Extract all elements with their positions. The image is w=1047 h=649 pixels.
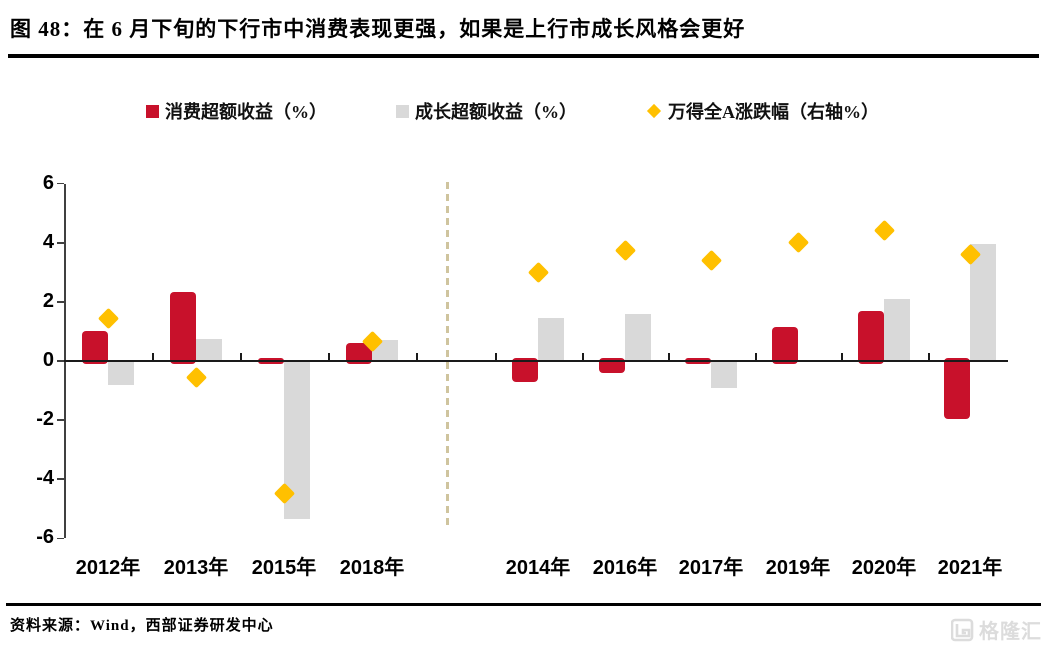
y-axis-label: -4 bbox=[36, 467, 54, 490]
x-axis-label: 2019年 bbox=[765, 557, 831, 579]
y-axis-tick bbox=[57, 360, 64, 362]
x-axis-label: 2015年 bbox=[251, 557, 317, 579]
y-axis-label: 6 bbox=[42, 171, 54, 194]
y-axis-label: -6 bbox=[36, 526, 54, 549]
bar-consumption bbox=[772, 327, 798, 364]
title-divider bbox=[8, 54, 1039, 58]
x-axis-tick bbox=[240, 353, 242, 361]
bar-growth bbox=[711, 361, 737, 388]
marker-windA bbox=[787, 232, 809, 254]
x-axis-line bbox=[64, 360, 1008, 362]
x-axis-label: 2014年 bbox=[505, 557, 571, 579]
figure-title: 图 48：在 6 月下旬的下行市中消费表现更强，如果是上行市成长风格会更好 bbox=[10, 17, 746, 41]
y-axis-tick bbox=[57, 242, 64, 244]
x-axis-tick bbox=[328, 353, 330, 361]
bar-consumption bbox=[82, 331, 108, 364]
x-axis-tick bbox=[495, 353, 497, 361]
bar-growth bbox=[625, 313, 651, 361]
bar-growth bbox=[196, 338, 222, 361]
watermark-text: 格隆汇 bbox=[979, 621, 1042, 643]
legend-label-growth: 成长超额收益（%） bbox=[415, 102, 577, 122]
legend-item-growth: 成长超额收益（%） bbox=[396, 98, 577, 124]
legend-item-consumption: 消费超额收益（%） bbox=[146, 98, 327, 124]
legend-label-windA: 万得全A涨跌幅（右轴%） bbox=[668, 102, 879, 122]
x-axis-tick bbox=[416, 353, 418, 361]
gray-square-icon bbox=[396, 104, 409, 118]
x-axis-label: 2020年 bbox=[851, 557, 917, 579]
bar-growth bbox=[538, 318, 564, 361]
y-axis-tick bbox=[57, 478, 64, 480]
y-axis-label: 0 bbox=[42, 349, 54, 371]
y-axis-label: 4 bbox=[42, 230, 54, 253]
y-axis-tick bbox=[57, 537, 64, 540]
bar-growth bbox=[108, 361, 134, 385]
x-axis-tick bbox=[755, 353, 757, 361]
x-axis-tick bbox=[928, 353, 930, 361]
gelonghui-icon bbox=[951, 618, 974, 641]
x-axis-label: 2016年 bbox=[592, 557, 658, 579]
bar-consumption bbox=[346, 343, 372, 364]
marker-windA bbox=[873, 220, 895, 242]
y-axis-label: 2 bbox=[42, 289, 54, 312]
x-axis-label: 2021年 bbox=[937, 557, 1003, 579]
x-axis-label: 2012年 bbox=[75, 557, 141, 579]
bar-consumption bbox=[944, 358, 970, 419]
legend: 消费超额收益（%） 成长超额收益（%） 万得全A涨跌幅（右轴%） bbox=[0, 98, 1047, 124]
bar-growth bbox=[970, 244, 996, 361]
marker-windA bbox=[97, 307, 119, 329]
x-axis-label: 2017年 bbox=[678, 557, 744, 579]
marker-windA bbox=[185, 366, 207, 388]
x-axis-tick bbox=[841, 353, 843, 361]
marker-windA bbox=[700, 249, 722, 272]
legend-item-windA: 万得全A涨跌幅（右轴%） bbox=[646, 98, 879, 124]
legend-label-consumption: 消费超额收益（%） bbox=[165, 102, 327, 122]
source-note: 资料来源：Wind，西部证券研发中心 bbox=[10, 618, 274, 634]
y-axis-tick bbox=[57, 419, 64, 421]
x-axis-tick bbox=[582, 353, 584, 361]
y-axis-tick bbox=[57, 182, 64, 185]
y-axis-label: -2 bbox=[36, 408, 54, 431]
x-axis-tick bbox=[152, 353, 154, 361]
bar-consumption bbox=[858, 310, 884, 364]
x-axis-label: 2018年 bbox=[339, 557, 405, 579]
x-axis-label: 2013年 bbox=[163, 557, 229, 579]
group-divider-dashed-line bbox=[446, 182, 449, 528]
bar-consumption bbox=[512, 358, 538, 382]
marker-windA bbox=[614, 239, 636, 261]
watermark-logo: 格隆汇 bbox=[951, 615, 1042, 644]
footer-divider bbox=[6, 603, 1041, 606]
marker-windA bbox=[527, 261, 549, 283]
bar-consumption bbox=[170, 291, 196, 364]
y-axis-tick bbox=[57, 301, 64, 303]
bar-growth bbox=[884, 298, 910, 361]
red-square-icon bbox=[146, 104, 159, 118]
x-axis-tick bbox=[668, 353, 670, 361]
